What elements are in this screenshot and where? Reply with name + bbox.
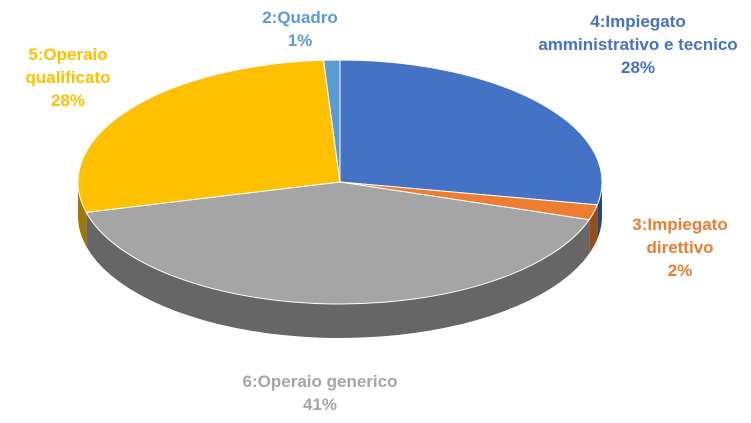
data-label: 3:Impiegato direttivo 2% [605,213,751,282]
slice [322,59,341,183]
value-label: 2% [667,261,693,280]
value-label: 28% [50,91,86,110]
value-label: 1% [287,31,313,50]
value-label: 28% [620,58,656,77]
slice [77,59,341,213]
category-label: 5:Operaio qualificato [25,45,111,87]
category-label: 4:Impiegato amministrativo e tecnico [538,12,738,54]
slice [85,181,591,305]
data-label: 6:Operaio generico 41% [190,370,450,416]
slice [339,59,603,206]
slice-side [597,182,602,239]
category-label: 3:Impiegato direttivo [632,215,728,257]
slice-side [86,212,590,338]
data-label: 4:Impiegato amministrativo e tecnico 28% [533,10,743,79]
data-label: 5:Operaio qualificato 28% [0,43,138,112]
value-label: 41% [302,395,338,414]
data-label: 2:Quadro 1% [240,6,360,52]
category-label: 2:Quadro [262,8,338,27]
category-label: 6:Operaio generico [242,372,398,391]
